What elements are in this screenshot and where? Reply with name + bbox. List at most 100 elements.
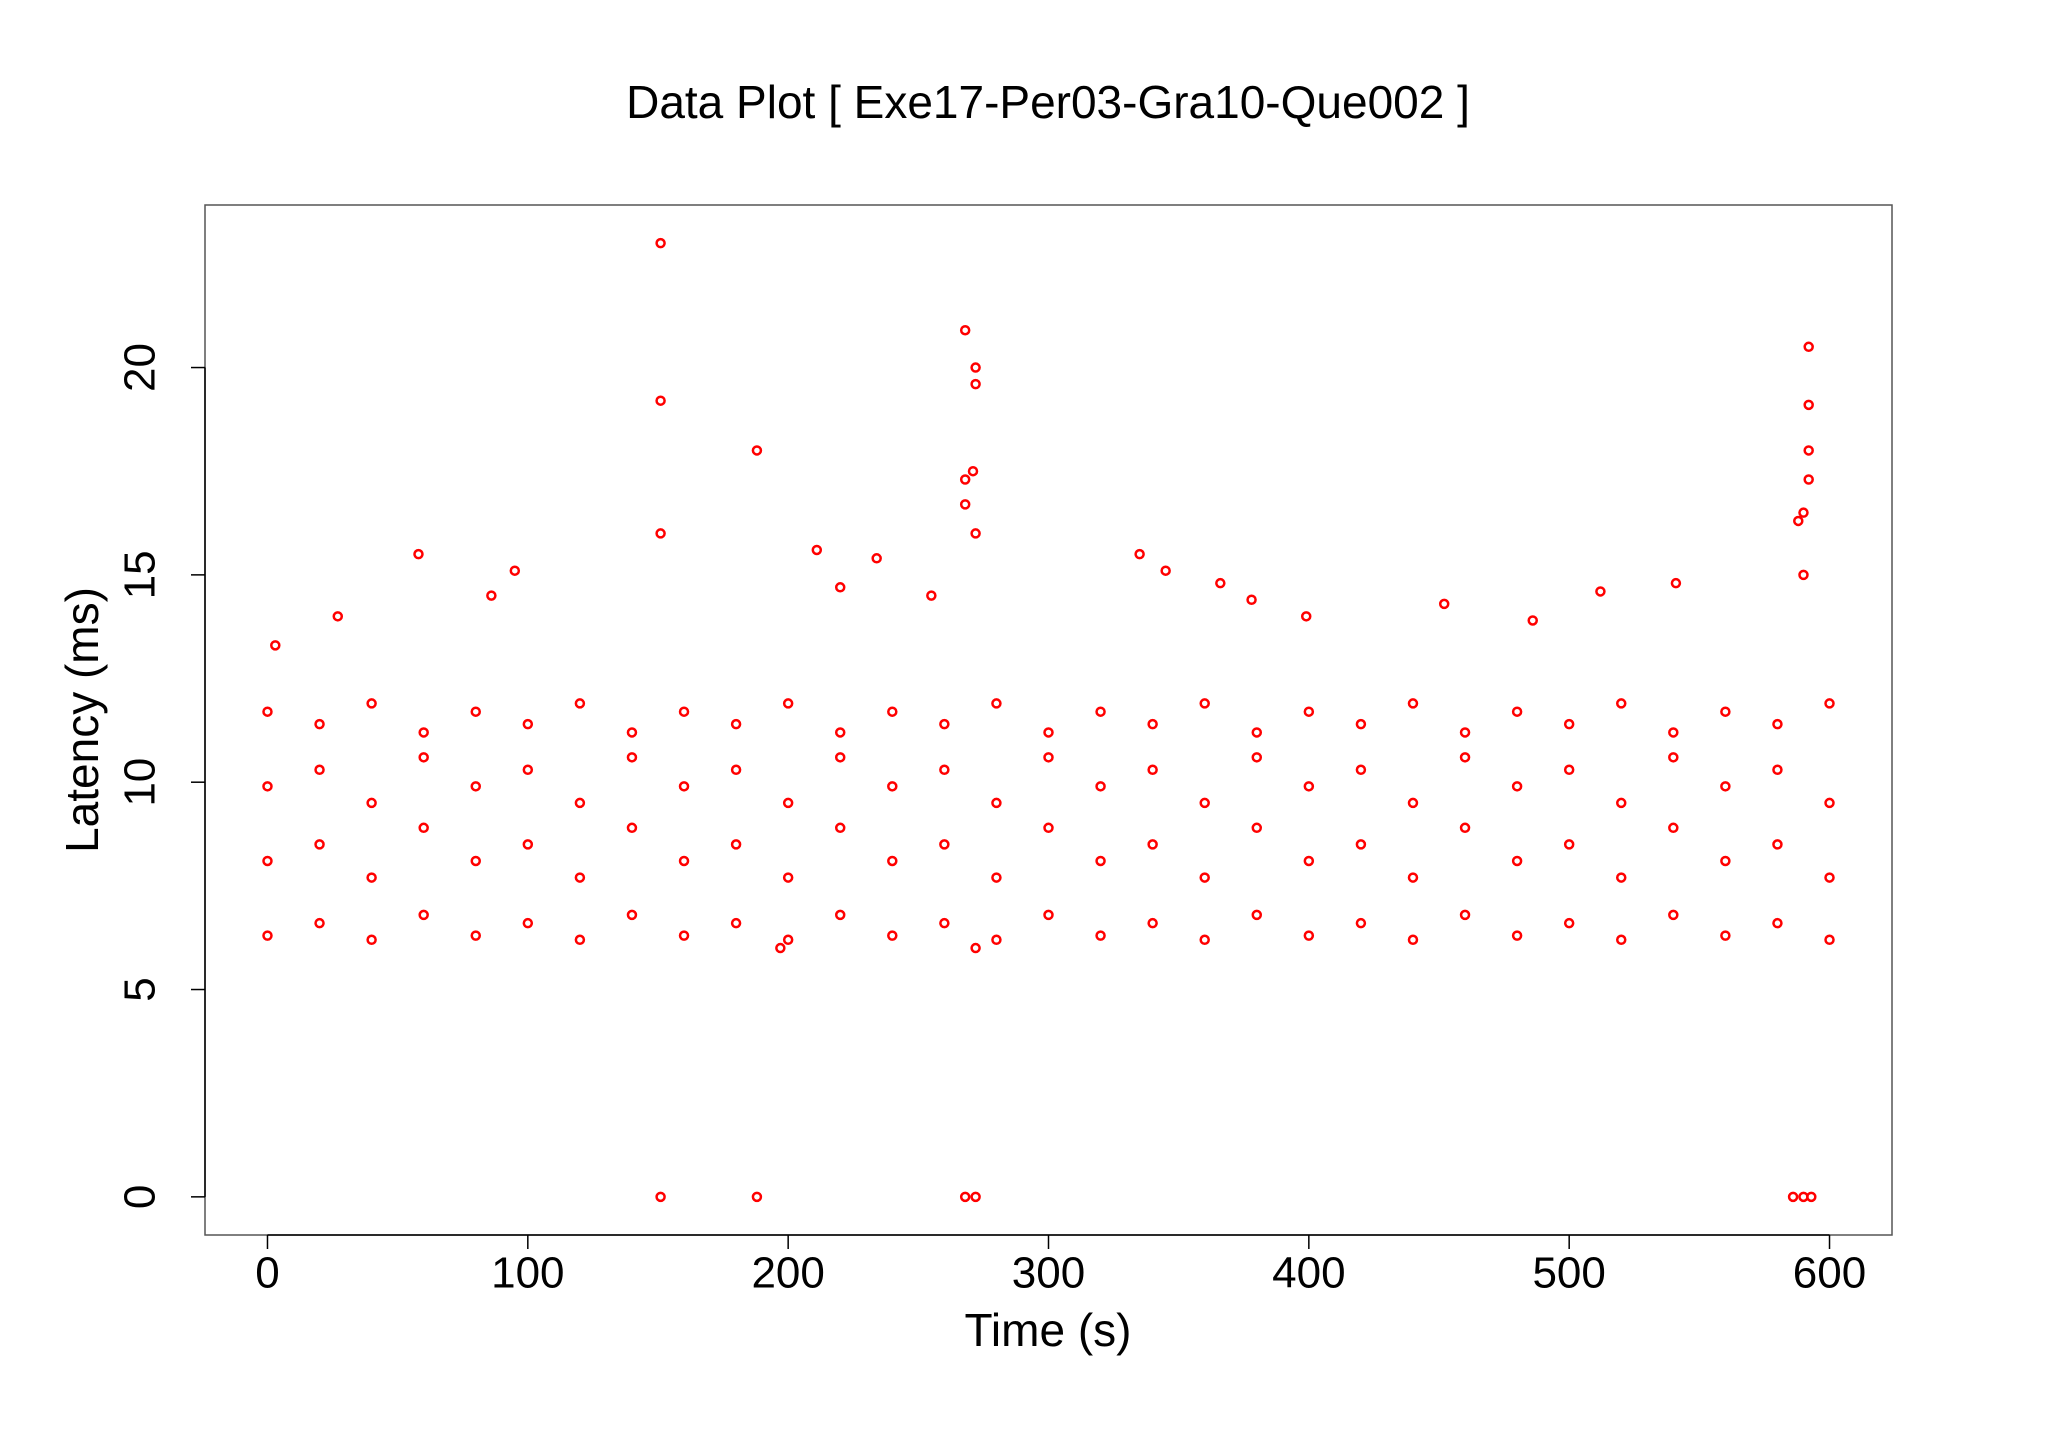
data-point (887, 855, 898, 867)
data-point (678, 930, 690, 941)
data-point (1438, 598, 1450, 610)
data-point (834, 752, 846, 763)
data-point (991, 797, 1002, 809)
data-point (1160, 565, 1171, 576)
data-point (655, 528, 666, 539)
data-point (1095, 781, 1106, 792)
data-point (314, 917, 325, 929)
data-point (1303, 781, 1315, 792)
data-point (574, 698, 586, 709)
data-point (1134, 548, 1145, 560)
data-point (1787, 1191, 1799, 1203)
data-point (1095, 855, 1106, 867)
y-tick-label: 15 (116, 550, 165, 599)
data-point (939, 917, 950, 929)
data-point (1147, 839, 1158, 850)
data-point (1147, 917, 1158, 929)
data-point (418, 727, 429, 738)
x-tick-label: 200 (751, 1249, 824, 1298)
y-tick-label: 10 (116, 758, 165, 807)
data-point (1798, 569, 1809, 581)
data-point (811, 544, 823, 556)
data-point (1095, 706, 1106, 717)
data-point (1407, 698, 1419, 709)
data-point (1043, 909, 1054, 921)
data-point (1563, 917, 1575, 929)
data-point (470, 930, 482, 941)
data-point (1407, 934, 1419, 946)
data-point (1459, 727, 1471, 738)
data-point (1595, 586, 1606, 597)
data-point (959, 1191, 971, 1203)
data-point (959, 499, 971, 510)
x-tick-label: 400 (1272, 1249, 1345, 1298)
data-point (522, 839, 534, 850)
data-point (751, 445, 763, 456)
data-point (751, 1191, 763, 1203)
data-point (782, 698, 794, 709)
data-point (1246, 594, 1257, 606)
chart-title: Data Plot [ Exe17-Per03-Gra10-Que002 ] (626, 76, 1470, 128)
data-point (366, 934, 377, 946)
data-point (959, 474, 971, 485)
data-point (970, 942, 981, 954)
data-point (413, 548, 424, 560)
data-point (1668, 909, 1679, 921)
data-point (1824, 797, 1835, 809)
data-point (1215, 577, 1226, 589)
data-point (655, 237, 666, 249)
data-point (1803, 474, 1814, 485)
data-point (1720, 706, 1731, 717)
data-point (1251, 909, 1263, 921)
data-point (1803, 341, 1814, 353)
y-axis-label: Latency (ms) (56, 587, 108, 853)
data-point (970, 528, 981, 539)
data-point (1355, 839, 1367, 850)
x-tick-label: 100 (491, 1249, 564, 1298)
data-point (1511, 781, 1523, 792)
data-point (1407, 872, 1419, 883)
data-point (486, 590, 497, 601)
data-point (655, 1191, 666, 1203)
data-point (522, 917, 534, 929)
data-point (887, 930, 898, 941)
data-point (626, 727, 638, 738)
data-point (1615, 797, 1627, 809)
data-point (887, 781, 898, 792)
data-point (678, 706, 690, 717)
data-point (775, 942, 786, 954)
data-point (782, 934, 794, 946)
data-point (959, 324, 971, 336)
data-point (1824, 698, 1835, 709)
data-point (1199, 698, 1210, 709)
data-point (1772, 718, 1783, 730)
data-point (1251, 752, 1263, 763)
data-point (1355, 764, 1367, 776)
data-point (834, 727, 846, 738)
data-point (1670, 577, 1682, 589)
data-point (366, 872, 377, 883)
y-tick-label: 5 (116, 977, 165, 1001)
data-point (926, 590, 937, 601)
data-point (470, 781, 482, 792)
x-axis-label: Time (s) (965, 1304, 1132, 1356)
data-point (834, 822, 846, 834)
data-point (1147, 718, 1158, 730)
data-point (418, 909, 429, 921)
x-tick-label: 600 (1793, 1249, 1866, 1298)
data-point (1798, 507, 1809, 518)
data-point (730, 839, 742, 850)
data-point (626, 752, 638, 763)
data-point (782, 797, 794, 809)
data-point (970, 1191, 981, 1203)
data-point (509, 565, 521, 576)
data-point (262, 706, 273, 717)
data-point (332, 611, 344, 622)
data-point (314, 718, 325, 730)
data-point (470, 855, 482, 867)
data-point (1511, 930, 1523, 941)
data-point (1772, 917, 1783, 929)
data-point (1824, 872, 1835, 883)
data-point (1199, 872, 1210, 883)
